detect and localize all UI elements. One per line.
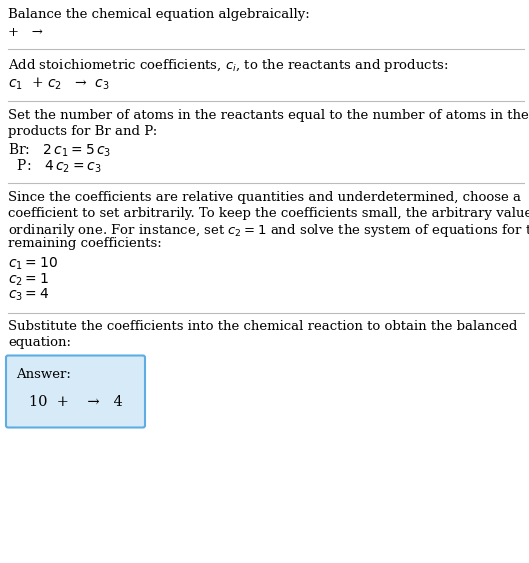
Text: Br:   $2\,c_1 = 5\,c_3$: Br: $2\,c_1 = 5\,c_3$: [8, 142, 111, 159]
Text: $c_1$  + $c_2$   →  $c_3$: $c_1$ + $c_2$ → $c_3$: [8, 75, 110, 92]
Text: P:   $4\,c_2 = c_3$: P: $4\,c_2 = c_3$: [8, 158, 102, 175]
Text: $c_3 = 4$: $c_3 = 4$: [8, 287, 49, 303]
Text: coefficient to set arbitrarily. To keep the coefficients small, the arbitrary va: coefficient to set arbitrarily. To keep …: [8, 207, 529, 220]
Text: remaining coefficients:: remaining coefficients:: [8, 238, 162, 251]
FancyBboxPatch shape: [6, 355, 145, 427]
Text: Balance the chemical equation algebraically:: Balance the chemical equation algebraica…: [8, 8, 310, 21]
Text: Add stoichiometric coefficients, $c_i$, to the reactants and products:: Add stoichiometric coefficients, $c_i$, …: [8, 57, 449, 74]
Text: Answer:: Answer:: [16, 368, 71, 381]
Text: Set the number of atoms in the reactants equal to the number of atoms in the: Set the number of atoms in the reactants…: [8, 109, 529, 122]
Text: Substitute the coefficients into the chemical reaction to obtain the balanced: Substitute the coefficients into the che…: [8, 320, 517, 333]
Text: +   →: + →: [8, 25, 43, 38]
Text: 10  +    →   4: 10 + → 4: [29, 395, 122, 409]
Text: products for Br and P:: products for Br and P:: [8, 124, 157, 137]
Text: Since the coefficients are relative quantities and underdetermined, choose a: Since the coefficients are relative quan…: [8, 191, 521, 204]
Text: equation:: equation:: [8, 336, 71, 349]
Text: $c_2 = 1$: $c_2 = 1$: [8, 271, 49, 288]
Text: $c_1 = 10$: $c_1 = 10$: [8, 256, 58, 272]
Text: ordinarily one. For instance, set $c_2 = 1$ and solve the system of equations fo: ordinarily one. For instance, set $c_2 =…: [8, 222, 529, 239]
